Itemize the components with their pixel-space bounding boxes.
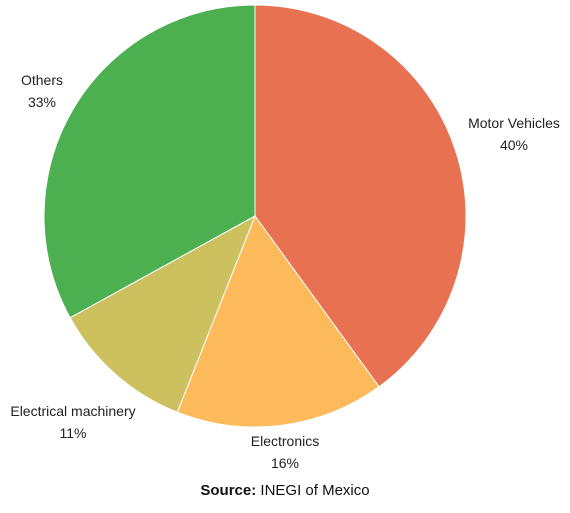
- slice-label-name: Electrical machinery: [10, 403, 135, 419]
- source-prefix: Source:: [200, 482, 257, 499]
- slice-label-percent: 40%: [500, 137, 528, 153]
- slice-label-percent: 33%: [28, 94, 56, 110]
- slice-label-name: Electronics: [251, 433, 319, 449]
- pie-labels: Motor Vehicles 40% Electronics 16% Electrica…: [10, 72, 560, 471]
- source-note: Source: INEGI of Mexico: [0, 482, 570, 499]
- pie-slice-others: [43, 4, 256, 319]
- slice-label-name: Motor Vehicles: [468, 115, 560, 131]
- slice-label-percent: 16%: [271, 455, 299, 471]
- pie-slice-electronics: [176, 214, 380, 428]
- pie-slices: [43, 4, 467, 428]
- source-text: INEGI of Mexico: [256, 482, 370, 499]
- pie-slice-electrical-machinery: [69, 214, 256, 413]
- pie-slice-motor-vehicles: [254, 4, 467, 388]
- slice-label-percent: 11%: [60, 425, 87, 441]
- slice-label-name: Others: [21, 72, 63, 88]
